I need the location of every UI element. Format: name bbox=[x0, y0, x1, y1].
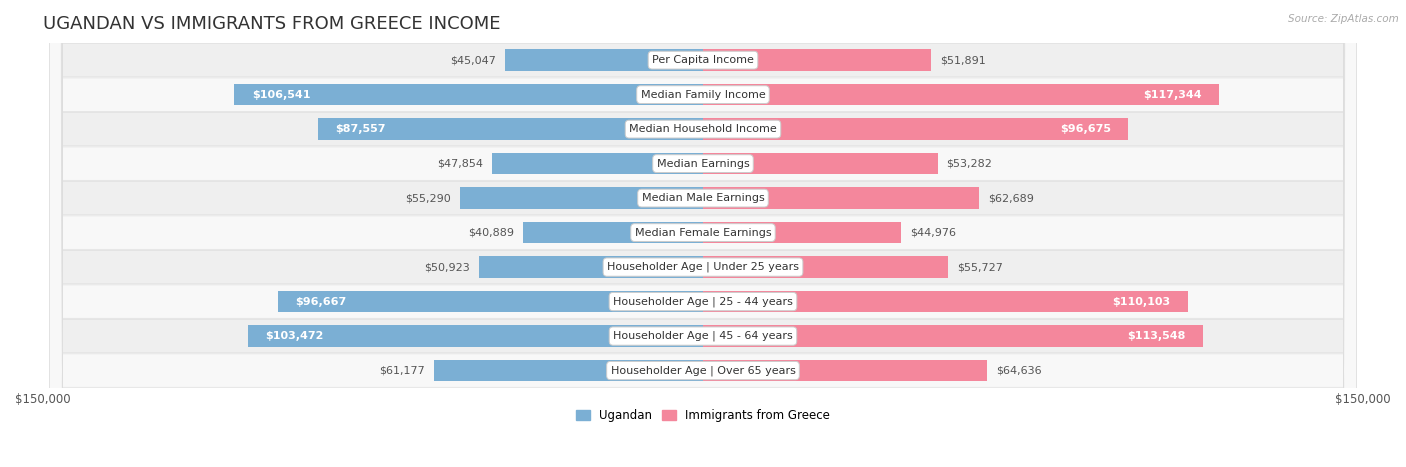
Text: Median Household Income: Median Household Income bbox=[628, 124, 778, 134]
Bar bbox=[505, 50, 703, 71]
Text: $51,891: $51,891 bbox=[941, 55, 986, 65]
Bar bbox=[703, 153, 938, 174]
Bar bbox=[460, 187, 703, 209]
FancyBboxPatch shape bbox=[49, 0, 1357, 467]
Text: $55,727: $55,727 bbox=[957, 262, 1002, 272]
Text: $87,557: $87,557 bbox=[335, 124, 385, 134]
Bar bbox=[703, 360, 987, 381]
Text: $117,344: $117,344 bbox=[1143, 90, 1202, 99]
FancyBboxPatch shape bbox=[49, 0, 1357, 467]
Text: $96,675: $96,675 bbox=[1060, 124, 1111, 134]
FancyBboxPatch shape bbox=[49, 0, 1357, 467]
Bar bbox=[703, 291, 1188, 312]
Text: $64,636: $64,636 bbox=[997, 366, 1042, 375]
FancyBboxPatch shape bbox=[49, 0, 1357, 467]
Bar bbox=[433, 360, 703, 381]
Text: $55,290: $55,290 bbox=[405, 193, 451, 203]
Text: $61,177: $61,177 bbox=[380, 366, 425, 375]
Text: Householder Age | 25 - 44 years: Householder Age | 25 - 44 years bbox=[613, 297, 793, 307]
Bar bbox=[523, 222, 703, 243]
Text: $110,103: $110,103 bbox=[1112, 297, 1170, 306]
Text: $40,889: $40,889 bbox=[468, 227, 515, 238]
Bar bbox=[277, 291, 703, 312]
Text: $106,541: $106,541 bbox=[252, 90, 311, 99]
FancyBboxPatch shape bbox=[49, 0, 1357, 467]
Bar bbox=[703, 222, 901, 243]
Text: Median Female Earnings: Median Female Earnings bbox=[634, 227, 772, 238]
Bar bbox=[703, 119, 1129, 140]
Text: Householder Age | Under 25 years: Householder Age | Under 25 years bbox=[607, 262, 799, 272]
Text: $103,472: $103,472 bbox=[266, 331, 323, 341]
Bar bbox=[703, 256, 948, 278]
FancyBboxPatch shape bbox=[49, 0, 1357, 467]
Bar bbox=[318, 119, 703, 140]
Text: Median Male Earnings: Median Male Earnings bbox=[641, 193, 765, 203]
Bar bbox=[703, 187, 979, 209]
Text: $62,689: $62,689 bbox=[987, 193, 1033, 203]
FancyBboxPatch shape bbox=[49, 0, 1357, 467]
Legend: Ugandan, Immigrants from Greece: Ugandan, Immigrants from Greece bbox=[571, 404, 835, 427]
Text: UGANDAN VS IMMIGRANTS FROM GREECE INCOME: UGANDAN VS IMMIGRANTS FROM GREECE INCOME bbox=[42, 15, 501, 33]
Text: Per Capita Income: Per Capita Income bbox=[652, 55, 754, 65]
Text: Householder Age | Over 65 years: Householder Age | Over 65 years bbox=[610, 365, 796, 376]
Bar bbox=[703, 325, 1202, 347]
Bar bbox=[233, 84, 703, 106]
FancyBboxPatch shape bbox=[49, 0, 1357, 467]
FancyBboxPatch shape bbox=[49, 0, 1357, 467]
Bar bbox=[479, 256, 703, 278]
Text: $96,667: $96,667 bbox=[295, 297, 346, 306]
Text: Median Family Income: Median Family Income bbox=[641, 90, 765, 99]
Bar bbox=[703, 84, 1219, 106]
Bar bbox=[492, 153, 703, 174]
Text: $47,854: $47,854 bbox=[437, 159, 484, 169]
Bar bbox=[703, 50, 931, 71]
Bar bbox=[247, 325, 703, 347]
Text: Householder Age | 45 - 64 years: Householder Age | 45 - 64 years bbox=[613, 331, 793, 341]
Text: $44,976: $44,976 bbox=[910, 227, 956, 238]
Text: Source: ZipAtlas.com: Source: ZipAtlas.com bbox=[1288, 14, 1399, 24]
Text: $113,548: $113,548 bbox=[1126, 331, 1185, 341]
Text: $45,047: $45,047 bbox=[450, 55, 496, 65]
Text: $50,923: $50,923 bbox=[425, 262, 470, 272]
FancyBboxPatch shape bbox=[49, 0, 1357, 467]
Text: $53,282: $53,282 bbox=[946, 159, 993, 169]
Text: Median Earnings: Median Earnings bbox=[657, 159, 749, 169]
